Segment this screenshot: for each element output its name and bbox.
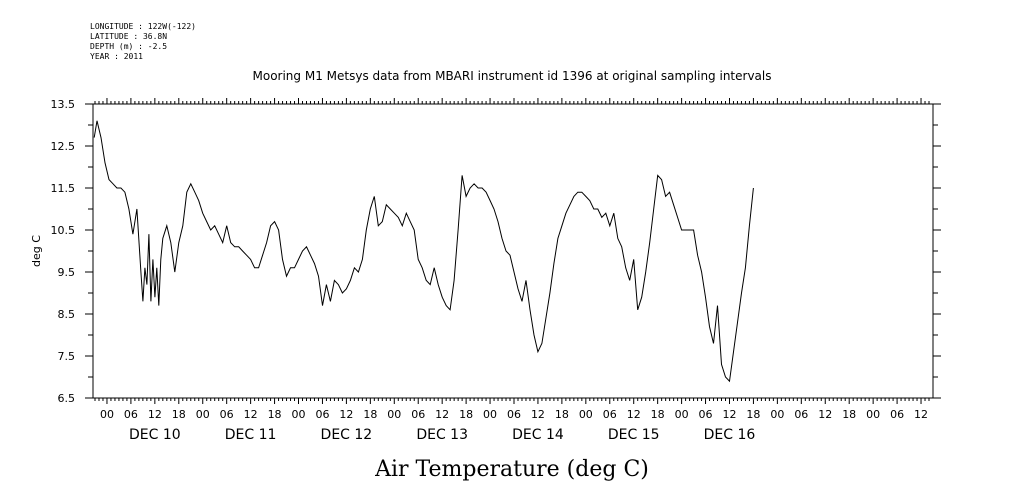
x-tick-label: 00 [100,408,114,421]
longitude-text: LONGITUDE : 122W(-122) [90,22,196,31]
x-tick-label: 18 [746,408,760,421]
year-text: YEAR : 2011 [90,52,143,61]
air-temperature-line [93,120,754,383]
x-tick-label: 00 [675,408,689,421]
metadata-block: LONGITUDE : 122W(-122) LATITUDE : 36.8N … [90,22,196,62]
x-tick-label: 18 [172,408,186,421]
x-tick-label: 18 [268,408,282,421]
x-tick-label: 12 [914,408,928,421]
day-label: DEC 11 [225,427,277,443]
x-axis-label: Air Temperature (deg C) [374,457,649,482]
y-axis: 13.5 12.5 11.5 10.5 9.5 8.5 7.5 6.5 [51,98,941,405]
day-label: DEC 15 [608,427,660,443]
x-tick-label: 00 [387,408,401,421]
y-axis-label: deg C [30,235,43,267]
depth-text: DEPTH (m) : -2.5 [90,42,168,51]
x-tick-label: 00 [292,408,306,421]
x-tick-label: 06 [890,408,904,421]
x-tick-label: 12 [435,408,449,421]
x-tick-label: 00 [579,408,593,421]
x-tick-label: 06 [124,408,138,421]
x-tick-label: 06 [507,408,521,421]
y-tick-label: 10.5 [51,224,76,237]
day-label: DEC 14 [512,427,564,443]
x-tick-label: 06 [699,408,713,421]
x-tick-label: 00 [196,408,210,421]
x-tick-label: 00 [770,408,784,421]
x-tick-label: 12 [148,408,162,421]
day-label: DEC 10 [129,427,181,443]
day-label: DEC 13 [416,427,468,443]
x-tick-label: 12 [244,408,258,421]
y-tick-label: 8.5 [58,308,76,321]
x-tick-label: 12 [627,408,641,421]
y-tick-label: 9.5 [58,266,76,279]
latitude-text: LATITUDE : 36.8N [90,32,168,41]
x-tick-label: 18 [651,408,665,421]
x-tick-label: 18 [842,408,856,421]
plot-frame [92,103,934,399]
x-tick-label: 18 [459,408,473,421]
x-tick-label: 06 [603,408,617,421]
x-tick-label: 12 [339,408,353,421]
series-group [93,120,754,383]
x-tick-label: 18 [555,408,569,421]
x-tick-label: 12 [818,408,832,421]
y-tick-label: 13.5 [51,98,76,111]
y-tick-label: 11.5 [51,182,76,195]
day-label: DEC 12 [321,427,373,443]
x-tick-label: 12 [531,408,545,421]
x-tick-label: 06 [411,408,425,421]
plot-title: Mooring M1 Metsys data from MBARI instru… [253,69,772,83]
x-tick-label: 06 [315,408,329,421]
y-tick-label: 7.5 [58,350,76,363]
day-label: DEC 16 [704,427,756,443]
x-tick-label: 00 [483,408,497,421]
x-tick-label: 12 [722,408,736,421]
y-tick-label: 12.5 [51,140,76,153]
x-axis: 00 06 12 18 00 06 12 18 00 06 12 18 00 06 12 18 00 06 12 18… [94,98,930,443]
y-tick-label: 6.5 [58,392,76,405]
x-tick-label: 06 [220,408,234,421]
x-tick-label: 06 [794,408,808,421]
x-tick-label: 18 [363,408,377,421]
x-tick-label: 00 [866,408,880,421]
